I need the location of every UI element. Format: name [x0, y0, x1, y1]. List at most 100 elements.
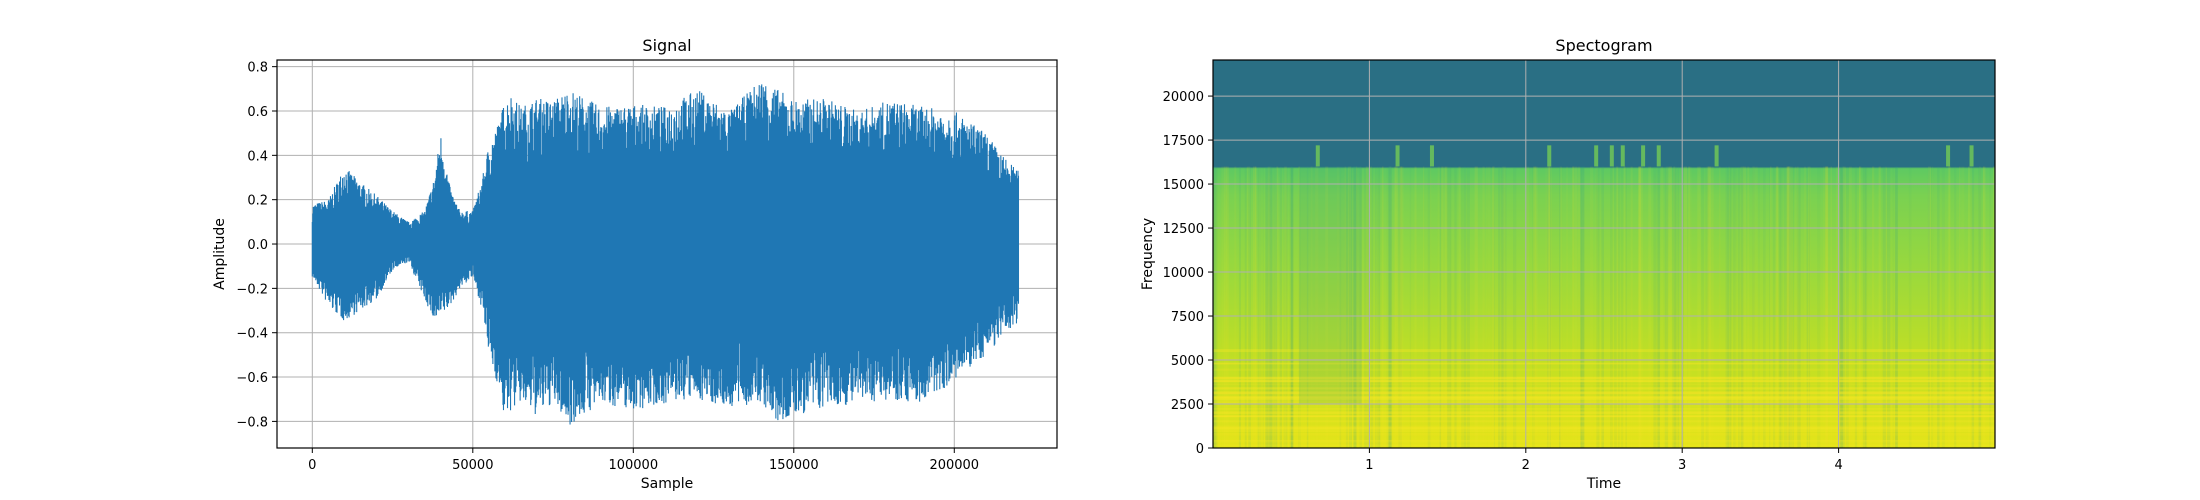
signal-y-tick-label: 0.0 — [247, 238, 268, 253]
spectrogram-streak — [1697, 166, 1700, 448]
spectrogram-band — [1213, 401, 1995, 404]
spectrogram-streak — [1756, 166, 1758, 448]
spectrogram-band — [1213, 358, 1995, 361]
spectrogram-streak — [1310, 166, 1313, 448]
spectrogram-streak — [1501, 166, 1504, 448]
spectrogram-streak — [1735, 166, 1737, 448]
spectrogram-streak — [1273, 166, 1275, 448]
spectrogram-streak — [1894, 166, 1897, 448]
spectrogram-streak — [1289, 166, 1293, 448]
spectrogram-streak — [1840, 166, 1842, 448]
spectrogram-streak — [1513, 166, 1517, 448]
spectrogram-streak — [1590, 166, 1594, 448]
spectrogram-streak — [1255, 166, 1257, 448]
spectrogram-streak — [1653, 166, 1657, 448]
spectrogram-streak — [1493, 166, 1495, 448]
spectrogram-streak — [1533, 166, 1536, 448]
spectrogram-streak — [1773, 166, 1776, 448]
spectrogram-streak — [1666, 166, 1669, 448]
spectrogram-streak — [1388, 166, 1392, 448]
spectrogram-ylabel: Frequency — [1140, 218, 1156, 290]
spectrogram-dark-region — [1299, 166, 1362, 405]
spectrogram-streak — [1381, 166, 1384, 448]
spectrogram-streak — [1699, 166, 1701, 448]
spectrogram-streak — [1806, 166, 1808, 448]
spectrogram-streak — [1639, 166, 1643, 448]
spectrogram-streak — [1763, 166, 1766, 448]
spectrogram-band — [1213, 392, 1995, 395]
spectrogram-streak — [1502, 166, 1506, 448]
spectrogram-streak — [1927, 166, 1930, 448]
spectrogram-streak — [1687, 166, 1690, 448]
spectrogram-streak — [1983, 166, 1986, 448]
spectrogram-streak — [1244, 166, 1247, 448]
spectrogram-streak — [1388, 166, 1392, 448]
spectrogram-streak — [1336, 166, 1340, 448]
spectrogram-streak — [1370, 166, 1372, 448]
spectrogram-streak — [1931, 166, 1934, 448]
spectrogram-streak — [1618, 166, 1620, 448]
spectrogram-streak — [1315, 166, 1319, 448]
spectrogram-streak — [1830, 166, 1832, 448]
spectrogram-band — [1213, 440, 1995, 444]
signal-x-tick-label: 150000 — [769, 458, 819, 473]
spectrogram-streak — [1738, 166, 1740, 448]
spectrogram-streak — [1941, 166, 1945, 448]
spectrogram-streak — [1298, 166, 1301, 448]
spectrogram-streak — [1215, 166, 1218, 448]
spectrogram-streak — [1656, 166, 1660, 448]
spectrogram-streak — [1983, 166, 1985, 448]
spectrogram-streak — [1872, 166, 1875, 448]
spectrogram-streak — [1306, 166, 1309, 448]
spectrogram-streak — [1348, 166, 1351, 448]
spectrogram-streak — [1447, 166, 1451, 448]
spectrogram-streak — [1790, 166, 1793, 448]
spectrogram-y-tick-label: 17500 — [1163, 134, 1204, 149]
spectrogram-streak — [1614, 166, 1618, 448]
spectrogram-streak — [1928, 166, 1932, 448]
signal-y-ticks: −0.8 −0.6 −0.4 −0.2 0.0 0.2 0.4 0.6 0.8 — [236, 61, 277, 430]
spectrogram-streak — [1630, 166, 1633, 448]
signal-y-tick-label: 0.2 — [247, 194, 268, 209]
spectrogram-streak — [1225, 166, 1229, 448]
spectrogram-streak — [1545, 166, 1547, 448]
signal-ylabel: Amplitude — [212, 218, 228, 290]
spectrogram-streak — [1439, 166, 1442, 448]
spectrogram-band — [1213, 398, 1995, 401]
spectrogram-streak — [1359, 166, 1362, 448]
spectrogram-streak — [1623, 166, 1626, 448]
signal-x-tick-label: 0 — [308, 458, 316, 473]
signal-y-tick-label: 0.8 — [247, 61, 268, 76]
spectrogram-streak — [1804, 166, 1806, 448]
spectrogram-streak — [1488, 166, 1491, 448]
spectrogram-streak — [1399, 166, 1403, 448]
spectrogram-streak — [1500, 166, 1504, 448]
spectrogram-streak — [1840, 166, 1843, 448]
spectrogram-streak — [1729, 166, 1732, 448]
spectrogram-streak — [1344, 166, 1347, 448]
spectrogram-y-tick-label: 7500 — [1171, 310, 1204, 325]
spectrogram-streak — [1968, 166, 1971, 448]
spectrogram-band — [1213, 383, 1995, 385]
spectrogram-streak — [1908, 166, 1912, 448]
spectrogram-streak — [1672, 166, 1676, 448]
spectrogram-streak — [1580, 166, 1584, 448]
spectrogram-streak — [1443, 166, 1447, 448]
spectrogram-streak — [1931, 166, 1934, 448]
spectrogram-streak — [1683, 166, 1687, 448]
spectrogram-band — [1213, 415, 1995, 418]
spectrogram-streak — [1366, 166, 1368, 448]
spectrogram-streak — [1268, 166, 1272, 448]
spectrogram-streak — [1353, 166, 1357, 448]
spectrogram-streak — [1258, 166, 1262, 448]
spectrogram-streak — [1885, 166, 1887, 448]
spectrogram-streak — [1949, 166, 1951, 448]
spectrogram-band — [1213, 444, 1995, 447]
spectrogram-streak — [1728, 166, 1730, 448]
spectrogram-streak — [1234, 166, 1237, 448]
spectrogram-band — [1213, 380, 1995, 383]
spectrogram-streak — [1842, 166, 1846, 448]
spectrogram-streak — [1574, 166, 1578, 448]
spectrogram-streak — [1786, 166, 1791, 448]
spectrogram-streak — [1701, 166, 1704, 448]
